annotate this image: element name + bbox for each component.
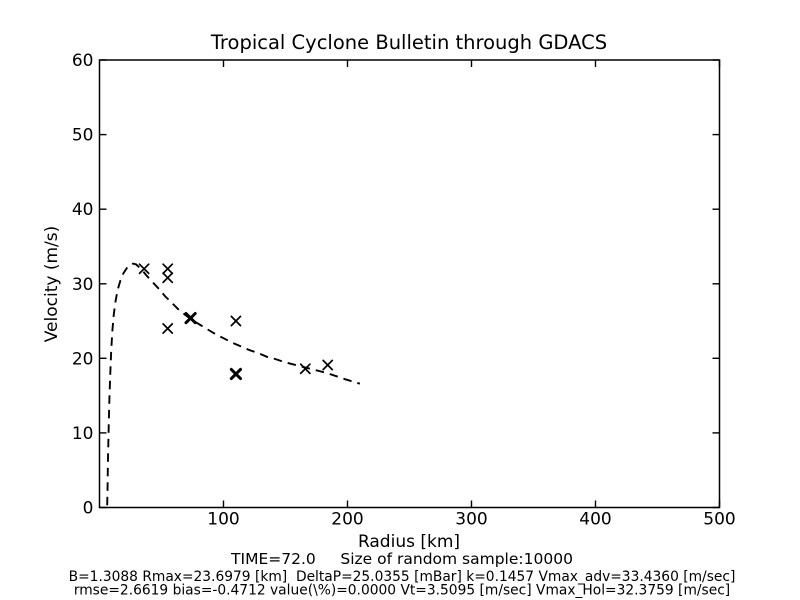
x-marker <box>184 312 197 325</box>
y-tick-label: 50 <box>72 126 94 146</box>
x-marker <box>299 363 311 375</box>
x-marker <box>162 272 174 284</box>
tick-labels-group: 100 200 300 400 500 0 10 20 30 40 50 60 <box>72 51 736 530</box>
x-marker-stroke <box>138 263 150 275</box>
parameters-line-1: B=1.3088 Rmax=23.6979 [km] DeltaP=25.035… <box>69 569 736 585</box>
x-axis-label: Radius [km] <box>358 532 460 552</box>
x-marker-stroke <box>230 315 242 327</box>
x-marker-stroke <box>162 323 174 334</box>
axis-ticks-group <box>99 59 721 509</box>
x-tick-label: 200 <box>331 510 363 530</box>
x-marker <box>322 359 334 371</box>
y-tick-label: 10 <box>72 424 94 444</box>
y-tick-label: 30 <box>72 275 94 295</box>
time-sample-line: TIME=72.0 Size of random sample:10000 <box>230 550 573 568</box>
x-marker-stroke <box>229 367 242 381</box>
x-marker <box>229 367 242 381</box>
y-tick-label: 60 <box>72 51 94 71</box>
y-axis-label: Velocity (m/s) <box>42 226 62 343</box>
fit-curve <box>106 262 361 506</box>
parameters-line-2: rmse=2.6619 bias=-0.4712 value(\%)=0.000… <box>74 583 730 599</box>
x-marker-stroke <box>162 263 174 275</box>
y-tick-label: 20 <box>72 349 94 369</box>
x-tick-label: 400 <box>579 510 611 530</box>
scatter-markers-group <box>138 263 334 381</box>
x-tick-label: 500 <box>703 510 735 530</box>
y-tick-label: 40 <box>72 200 94 220</box>
axes-spines <box>98 59 721 509</box>
x-tick-label: 100 <box>207 510 239 530</box>
x-marker-stroke <box>322 359 334 371</box>
x-marker <box>162 263 174 275</box>
x-marker-stroke <box>162 272 174 284</box>
fit-curve-group <box>106 262 361 506</box>
x-marker-stroke <box>299 363 311 375</box>
x-marker <box>138 263 150 275</box>
x-marker <box>162 323 174 334</box>
y-tick-label: 0 <box>83 499 94 519</box>
x-marker-stroke <box>184 312 197 325</box>
x-tick-label: 300 <box>455 510 487 530</box>
x-marker <box>230 315 242 327</box>
chart-title: Tropical Cyclone Bulletin through GDACS <box>210 31 607 54</box>
